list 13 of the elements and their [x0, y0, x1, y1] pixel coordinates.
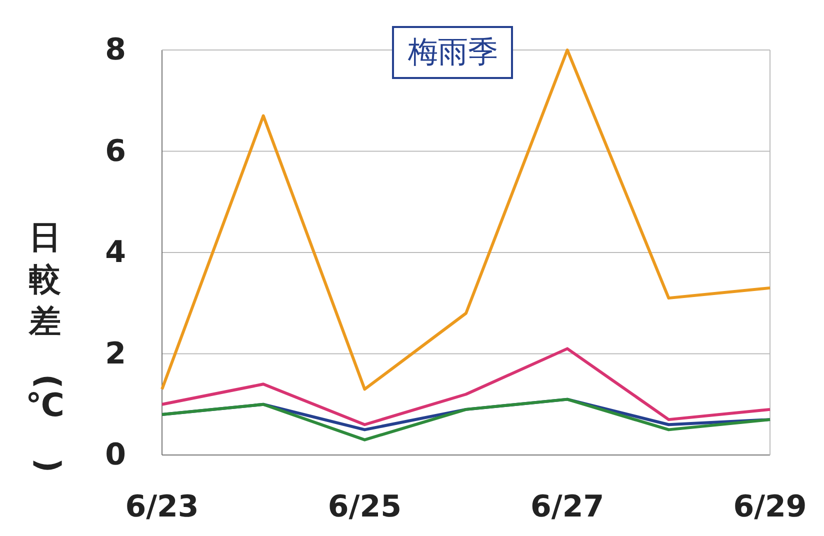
x-tick-label: 6/29 — [733, 489, 807, 524]
y-tick-label: 8 — [105, 32, 126, 68]
line-series — [160, 347, 772, 426]
line-series — [160, 398, 772, 442]
y-tick-label: 4 — [105, 235, 126, 270]
y-tick-label: 0 — [105, 438, 126, 473]
chart-title: 梅雨季 — [407, 35, 498, 70]
y-axis-title: 日較差(℃) — [26, 218, 68, 473]
x-tick-label: 6/23 — [125, 489, 199, 524]
y-tick-label: 6 — [105, 134, 126, 169]
x-tick-label: 6/25 — [328, 489, 402, 524]
x-tick-label: 6/27 — [530, 489, 604, 524]
y-tick-label: 2 — [105, 336, 126, 372]
